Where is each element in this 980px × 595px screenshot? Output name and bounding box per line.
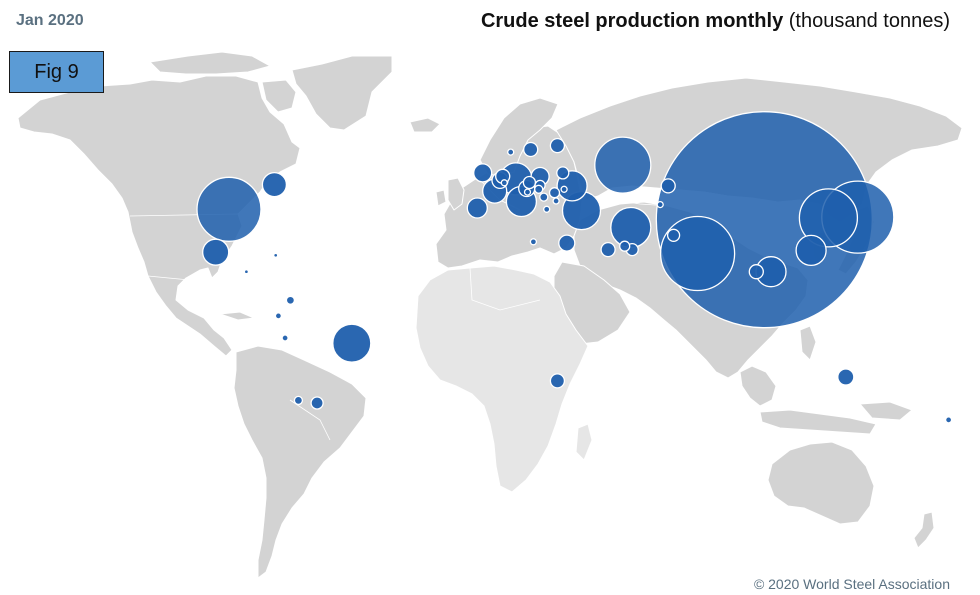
bubble-ecuador [274, 312, 283, 320]
bubble-argentina [310, 396, 324, 410]
bubble-moldova [560, 185, 568, 193]
chart-title: Crude steel production monthly (thousand… [481, 10, 950, 33]
indonesia [759, 409, 877, 435]
bubble-saudi-arabia [600, 241, 616, 258]
bubble-united-states [196, 176, 262, 242]
bubble-india [659, 215, 736, 292]
bubble-egypt [558, 234, 576, 252]
bubble-greece [543, 205, 551, 213]
bubble-canada [261, 171, 288, 198]
british-isles [447, 177, 465, 211]
bubble-brazil [332, 323, 372, 363]
bubble-sweden [523, 141, 539, 158]
philippines [799, 325, 817, 361]
bubble-thailand [748, 264, 764, 280]
bubble-uzbekistan [656, 200, 664, 209]
production-bubbles [196, 111, 953, 424]
bubble-romania [548, 187, 561, 199]
bubble-belarus [556, 166, 570, 180]
bubble-united-kingdom [473, 163, 493, 183]
arctic-islands [149, 51, 271, 75]
bubble-kazakhstan [660, 178, 676, 194]
bubble-qatar [619, 240, 631, 252]
bubble-slovenia [523, 188, 532, 196]
africa [415, 265, 589, 493]
chart-title-unit: (thousand tonnes) [788, 10, 950, 32]
bubble-spain [466, 197, 488, 219]
bubble-colombia [285, 295, 296, 305]
iceland [409, 117, 441, 133]
baffin-island [261, 79, 297, 113]
bubble-serbia [539, 192, 549, 202]
bubble-hungary [534, 184, 544, 194]
bubble-mexico [202, 238, 230, 266]
bubble-new-zealand [944, 416, 953, 424]
madagascar [575, 423, 593, 461]
bubble-guatemala [243, 269, 250, 275]
bubble-chile [293, 395, 304, 406]
australia [767, 441, 875, 525]
bubble-finland [549, 137, 566, 154]
bubble-bulgaria [552, 197, 560, 205]
new-guinea [859, 401, 913, 421]
bubble-cuba [273, 252, 279, 258]
bubble-south-korea [798, 188, 859, 248]
chart-title-main: Crude steel production monthly [480, 10, 784, 32]
new-zealand [913, 511, 935, 549]
cuba [219, 311, 255, 321]
bubble-australia [837, 368, 855, 386]
greenland [291, 55, 393, 131]
period-label: Jan 2020 [16, 12, 84, 29]
bubble-pakistan [666, 228, 681, 242]
figure-label: Fig 9 [9, 51, 104, 93]
bubble-czech-republic [522, 175, 537, 190]
bubble-luxembourg [500, 179, 508, 187]
bubble-peru [281, 334, 289, 342]
north-america [17, 75, 301, 357]
southeast-asia [739, 365, 777, 407]
bubble-south-africa [549, 373, 566, 389]
copyright-notice: © 2020 World Steel Association [753, 576, 950, 592]
bubble-norway [507, 148, 515, 156]
south-america [233, 345, 367, 579]
bubble-taiwan [795, 234, 827, 267]
bubble-russia [594, 136, 652, 194]
bubble-iran [610, 206, 652, 249]
bubble-libya [529, 238, 538, 246]
ireland [435, 189, 447, 207]
